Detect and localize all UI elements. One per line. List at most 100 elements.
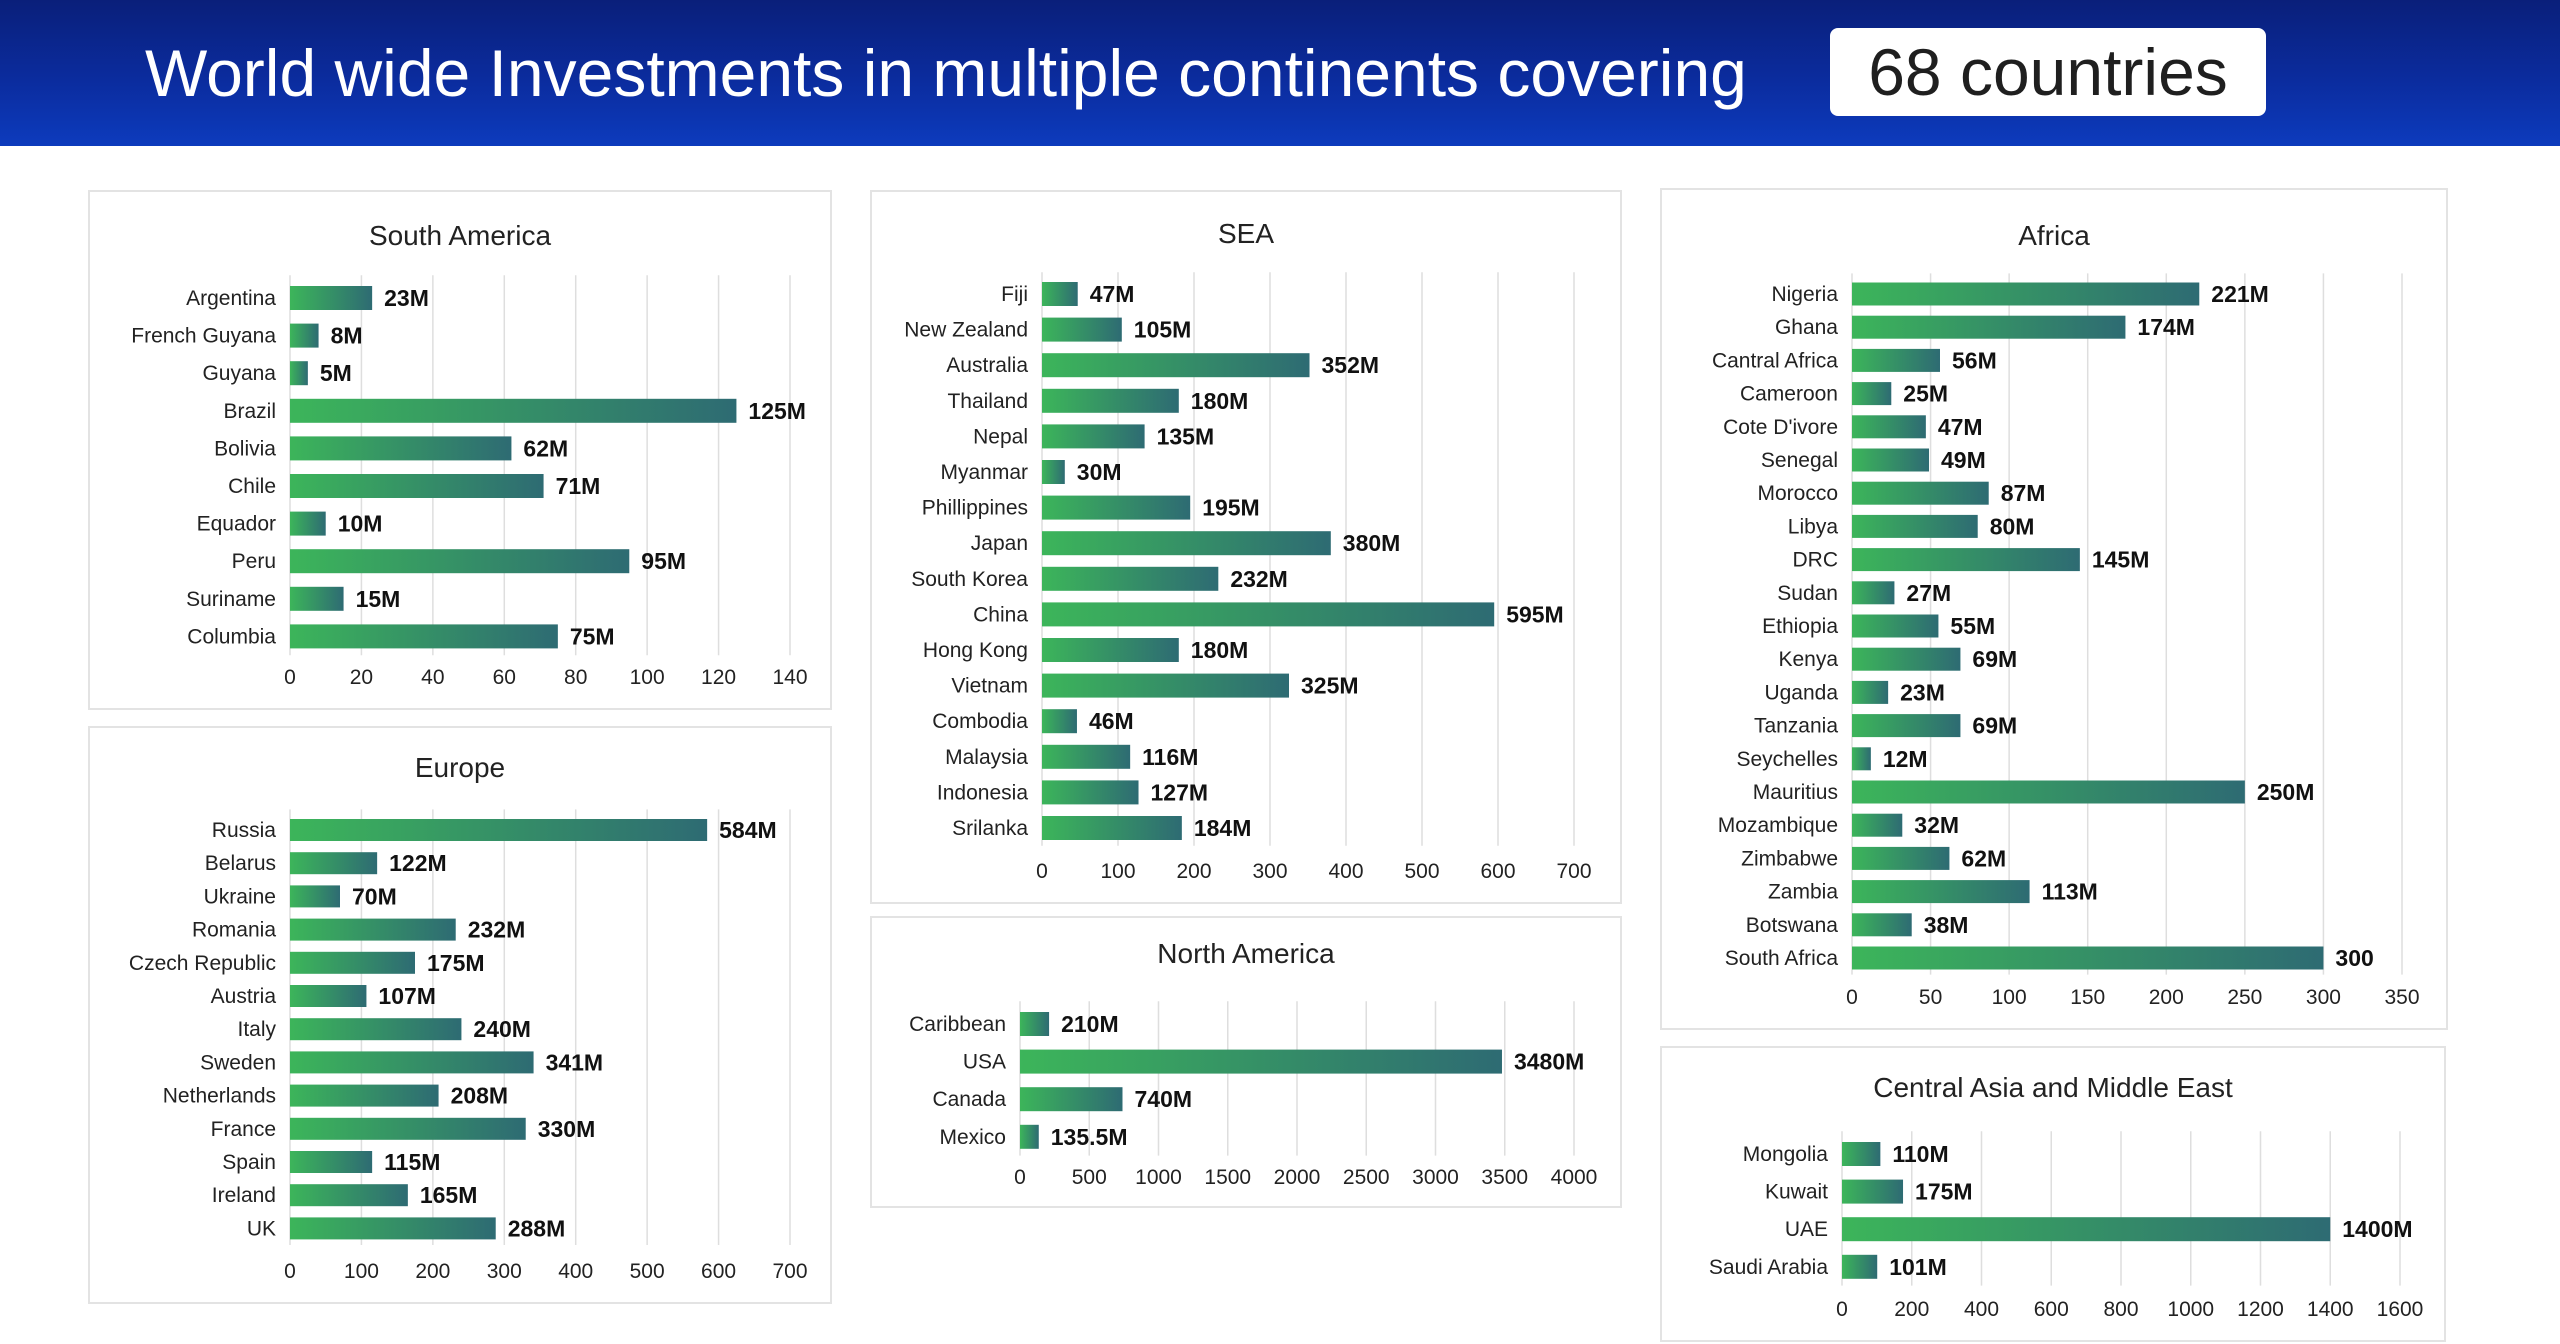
data-label: 208M [451, 1083, 509, 1109]
chart-title: South America [368, 220, 552, 251]
data-label: 221M [2211, 281, 2269, 307]
data-label: 380M [1343, 530, 1401, 556]
category-label: Spain [222, 1151, 276, 1174]
x-tick-label: 200 [415, 1260, 450, 1283]
bar-chart-svg: 0 200 400 600 800 1000 1200 1400 1600 Mongolia 110… [1709, 1131, 2423, 1321]
data-label: 27M [1906, 580, 1951, 606]
x-tick-label: 0 [284, 1260, 296, 1283]
bar [1852, 647, 1961, 671]
data-label: 135.5M [1051, 1124, 1128, 1150]
x-tick-label: 120 [701, 666, 736, 689]
data-label: 32M [1914, 812, 1959, 838]
category-label: Malaysia [945, 746, 1028, 769]
data-label: 232M [468, 917, 526, 943]
x-tick-label: 600 [701, 1260, 736, 1283]
category-label: Columbia [187, 625, 276, 648]
data-label: 145M [2092, 547, 2150, 573]
category-label: Senegal [1761, 449, 1838, 472]
bar [1042, 566, 1219, 591]
bar [1042, 353, 1310, 378]
data-label: 165M [420, 1182, 478, 1208]
bar [1852, 448, 1929, 472]
x-tick-label: 0 [284, 666, 296, 689]
data-label: 325M [1301, 673, 1359, 699]
category-label: Austria [211, 985, 277, 1008]
bar [290, 819, 708, 841]
data-label: 71M [556, 473, 601, 499]
data-label: 107M [378, 983, 436, 1009]
data-label: 240M [473, 1016, 531, 1042]
category-label: Russia [212, 819, 277, 842]
category-label: Belarus [205, 852, 276, 875]
x-tick-label: 300 [1252, 860, 1287, 883]
x-tick-label: 1400 [2307, 1298, 2354, 1321]
data-label: 5M [320, 360, 352, 386]
category-label: China [973, 603, 1028, 626]
category-label: Chile [228, 475, 276, 498]
category-label: Libya [1788, 515, 1839, 538]
data-label: 62M [1961, 845, 2006, 871]
country-count-badge: 68 countries [1830, 28, 2266, 116]
category-label: Cote D'ivore [1723, 416, 1838, 439]
chart-title: SEA [1217, 218, 1275, 249]
x-tick-label: 0 [1014, 1166, 1026, 1189]
x-tick-label: 400 [558, 1260, 593, 1283]
category-label: French Guyana [131, 325, 276, 348]
x-tick-label: 800 [2103, 1298, 2138, 1321]
bar [1042, 816, 1182, 840]
bar [1042, 388, 1179, 413]
category-label: Ukraine [204, 885, 276, 908]
category-label: Fiji [1001, 283, 1028, 306]
category-label: South Korea [911, 568, 1028, 591]
bar [1020, 1087, 1123, 1112]
data-label: 127M [1151, 779, 1209, 805]
data-label: 101M [1889, 1254, 1947, 1280]
bar [1042, 709, 1077, 734]
category-label: Uganda [1764, 681, 1838, 704]
data-label: 300 [2335, 945, 2373, 971]
category-label: Brazil [223, 400, 276, 423]
x-tick-label: 250 [2227, 986, 2262, 1009]
category-label: Mexico [939, 1126, 1006, 1149]
x-tick-label: 1500 [1204, 1166, 1251, 1189]
bar [290, 985, 367, 1007]
x-tick-label: 400 [1964, 1298, 1999, 1321]
bar [290, 885, 340, 908]
bar [1852, 481, 1989, 505]
category-label: Caribbean [909, 1013, 1006, 1036]
bar [1852, 714, 1961, 738]
category-label: Indonesia [937, 781, 1028, 804]
bar [290, 511, 326, 536]
category-label: Cameroon [1740, 383, 1838, 406]
data-label: 113M [2042, 879, 2098, 905]
category-label: New Zealand [904, 319, 1028, 342]
x-tick-label: 200 [1176, 860, 1211, 883]
bar [1042, 744, 1131, 769]
category-label: Hong Kong [923, 639, 1028, 662]
bar [290, 624, 558, 649]
x-tick-label: 80 [564, 666, 587, 689]
category-label: Kenya [1778, 648, 1838, 671]
data-label: 210M [1061, 1011, 1119, 1037]
x-tick-label: 3000 [1412, 1166, 1459, 1189]
data-label: 49M [1941, 447, 1986, 473]
category-label: Australia [946, 354, 1028, 377]
category-label: DRC [1793, 549, 1839, 572]
bar [1842, 1179, 1904, 1204]
bar [290, 1051, 534, 1074]
category-label: Mauritius [1753, 781, 1838, 804]
bar [1020, 1012, 1050, 1036]
category-label: Phillippines [922, 497, 1028, 520]
bar [1042, 673, 1289, 698]
data-label: 80M [1990, 513, 2035, 539]
x-tick-label: 600 [1480, 860, 1515, 883]
x-tick-label: 700 [772, 1260, 807, 1283]
data-label: 175M [1915, 1179, 1973, 1205]
bar [1852, 846, 1950, 870]
x-tick-label: 1000 [2167, 1298, 2214, 1321]
x-tick-label: 400 [1328, 860, 1363, 883]
bar [1852, 813, 1903, 837]
category-label: Myanmar [940, 461, 1028, 484]
x-tick-label: 200 [1894, 1298, 1929, 1321]
category-label: Zimbabwe [1741, 847, 1838, 870]
